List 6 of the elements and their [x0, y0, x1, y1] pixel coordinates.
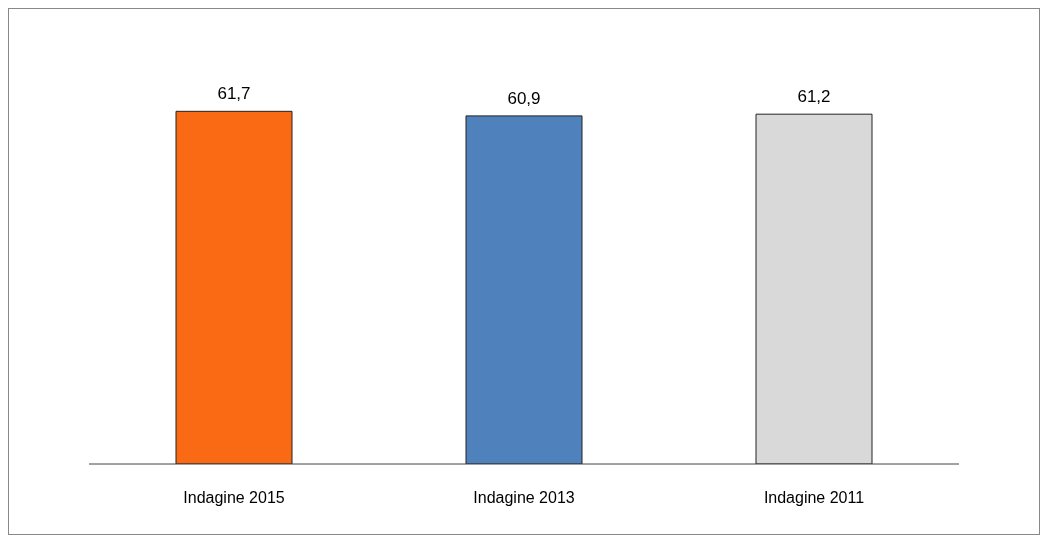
data-label: 61,2 [797, 87, 831, 107]
x-tick-label: Indagine 2015 [183, 489, 285, 507]
data-label: 61,7 [217, 84, 251, 104]
x-tick-label: Indagine 2011 [763, 489, 865, 507]
data-label: 60,9 [507, 88, 541, 108]
x-tick-label: Indagine 2013 [473, 489, 575, 507]
